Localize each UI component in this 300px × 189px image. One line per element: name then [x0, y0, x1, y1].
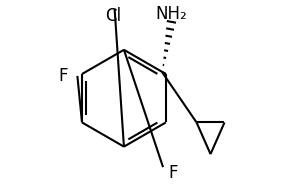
Text: NH₂: NH₂ [155, 5, 187, 23]
Text: F: F [169, 164, 178, 182]
Text: Cl: Cl [105, 7, 121, 25]
Text: F: F [58, 67, 68, 85]
